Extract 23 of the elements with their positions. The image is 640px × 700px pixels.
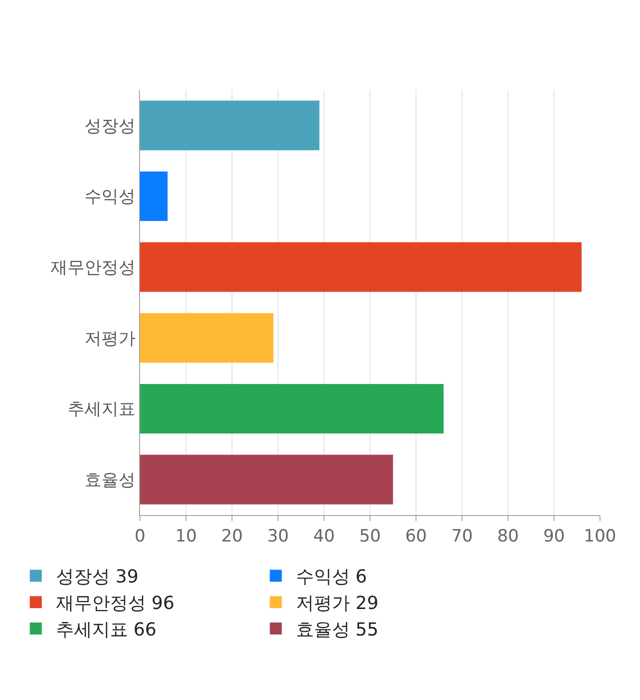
x-tick-label: 0 xyxy=(134,526,146,546)
y-tick-label: 수익성 xyxy=(84,187,136,208)
y-tick-label: 추세지표 xyxy=(68,400,136,420)
y-tick-label: 재무안정성 xyxy=(50,258,136,278)
y-tick-label: 저평가 xyxy=(84,328,136,349)
x-tick-label: 80 xyxy=(497,526,519,546)
x-tick-label: 50 xyxy=(359,526,381,546)
y-tick-label: 성장성 xyxy=(84,116,136,136)
x-tick-label: 30 xyxy=(267,526,289,546)
y-tick-label: 효율성 xyxy=(84,470,136,491)
legend-label: 재무안정성 96 xyxy=(56,593,174,614)
x-tick-label: 10 xyxy=(175,526,197,546)
legend-label: 수익성 6 xyxy=(296,566,367,588)
x-tick-label: 60 xyxy=(405,526,427,546)
legend-label: 저평가 29 xyxy=(296,593,378,614)
legend-label: 효율성 55 xyxy=(296,620,378,641)
x-tick-label: 90 xyxy=(543,526,565,546)
legend-label: 성장성 39 xyxy=(56,566,138,588)
x-tick-label: 20 xyxy=(221,526,243,546)
x-tick-label: 40 xyxy=(313,526,335,546)
legend-label: 추세지표 66 xyxy=(56,620,156,641)
x-tick-label: 100 xyxy=(584,526,616,546)
x-tick-label: 70 xyxy=(451,526,473,546)
